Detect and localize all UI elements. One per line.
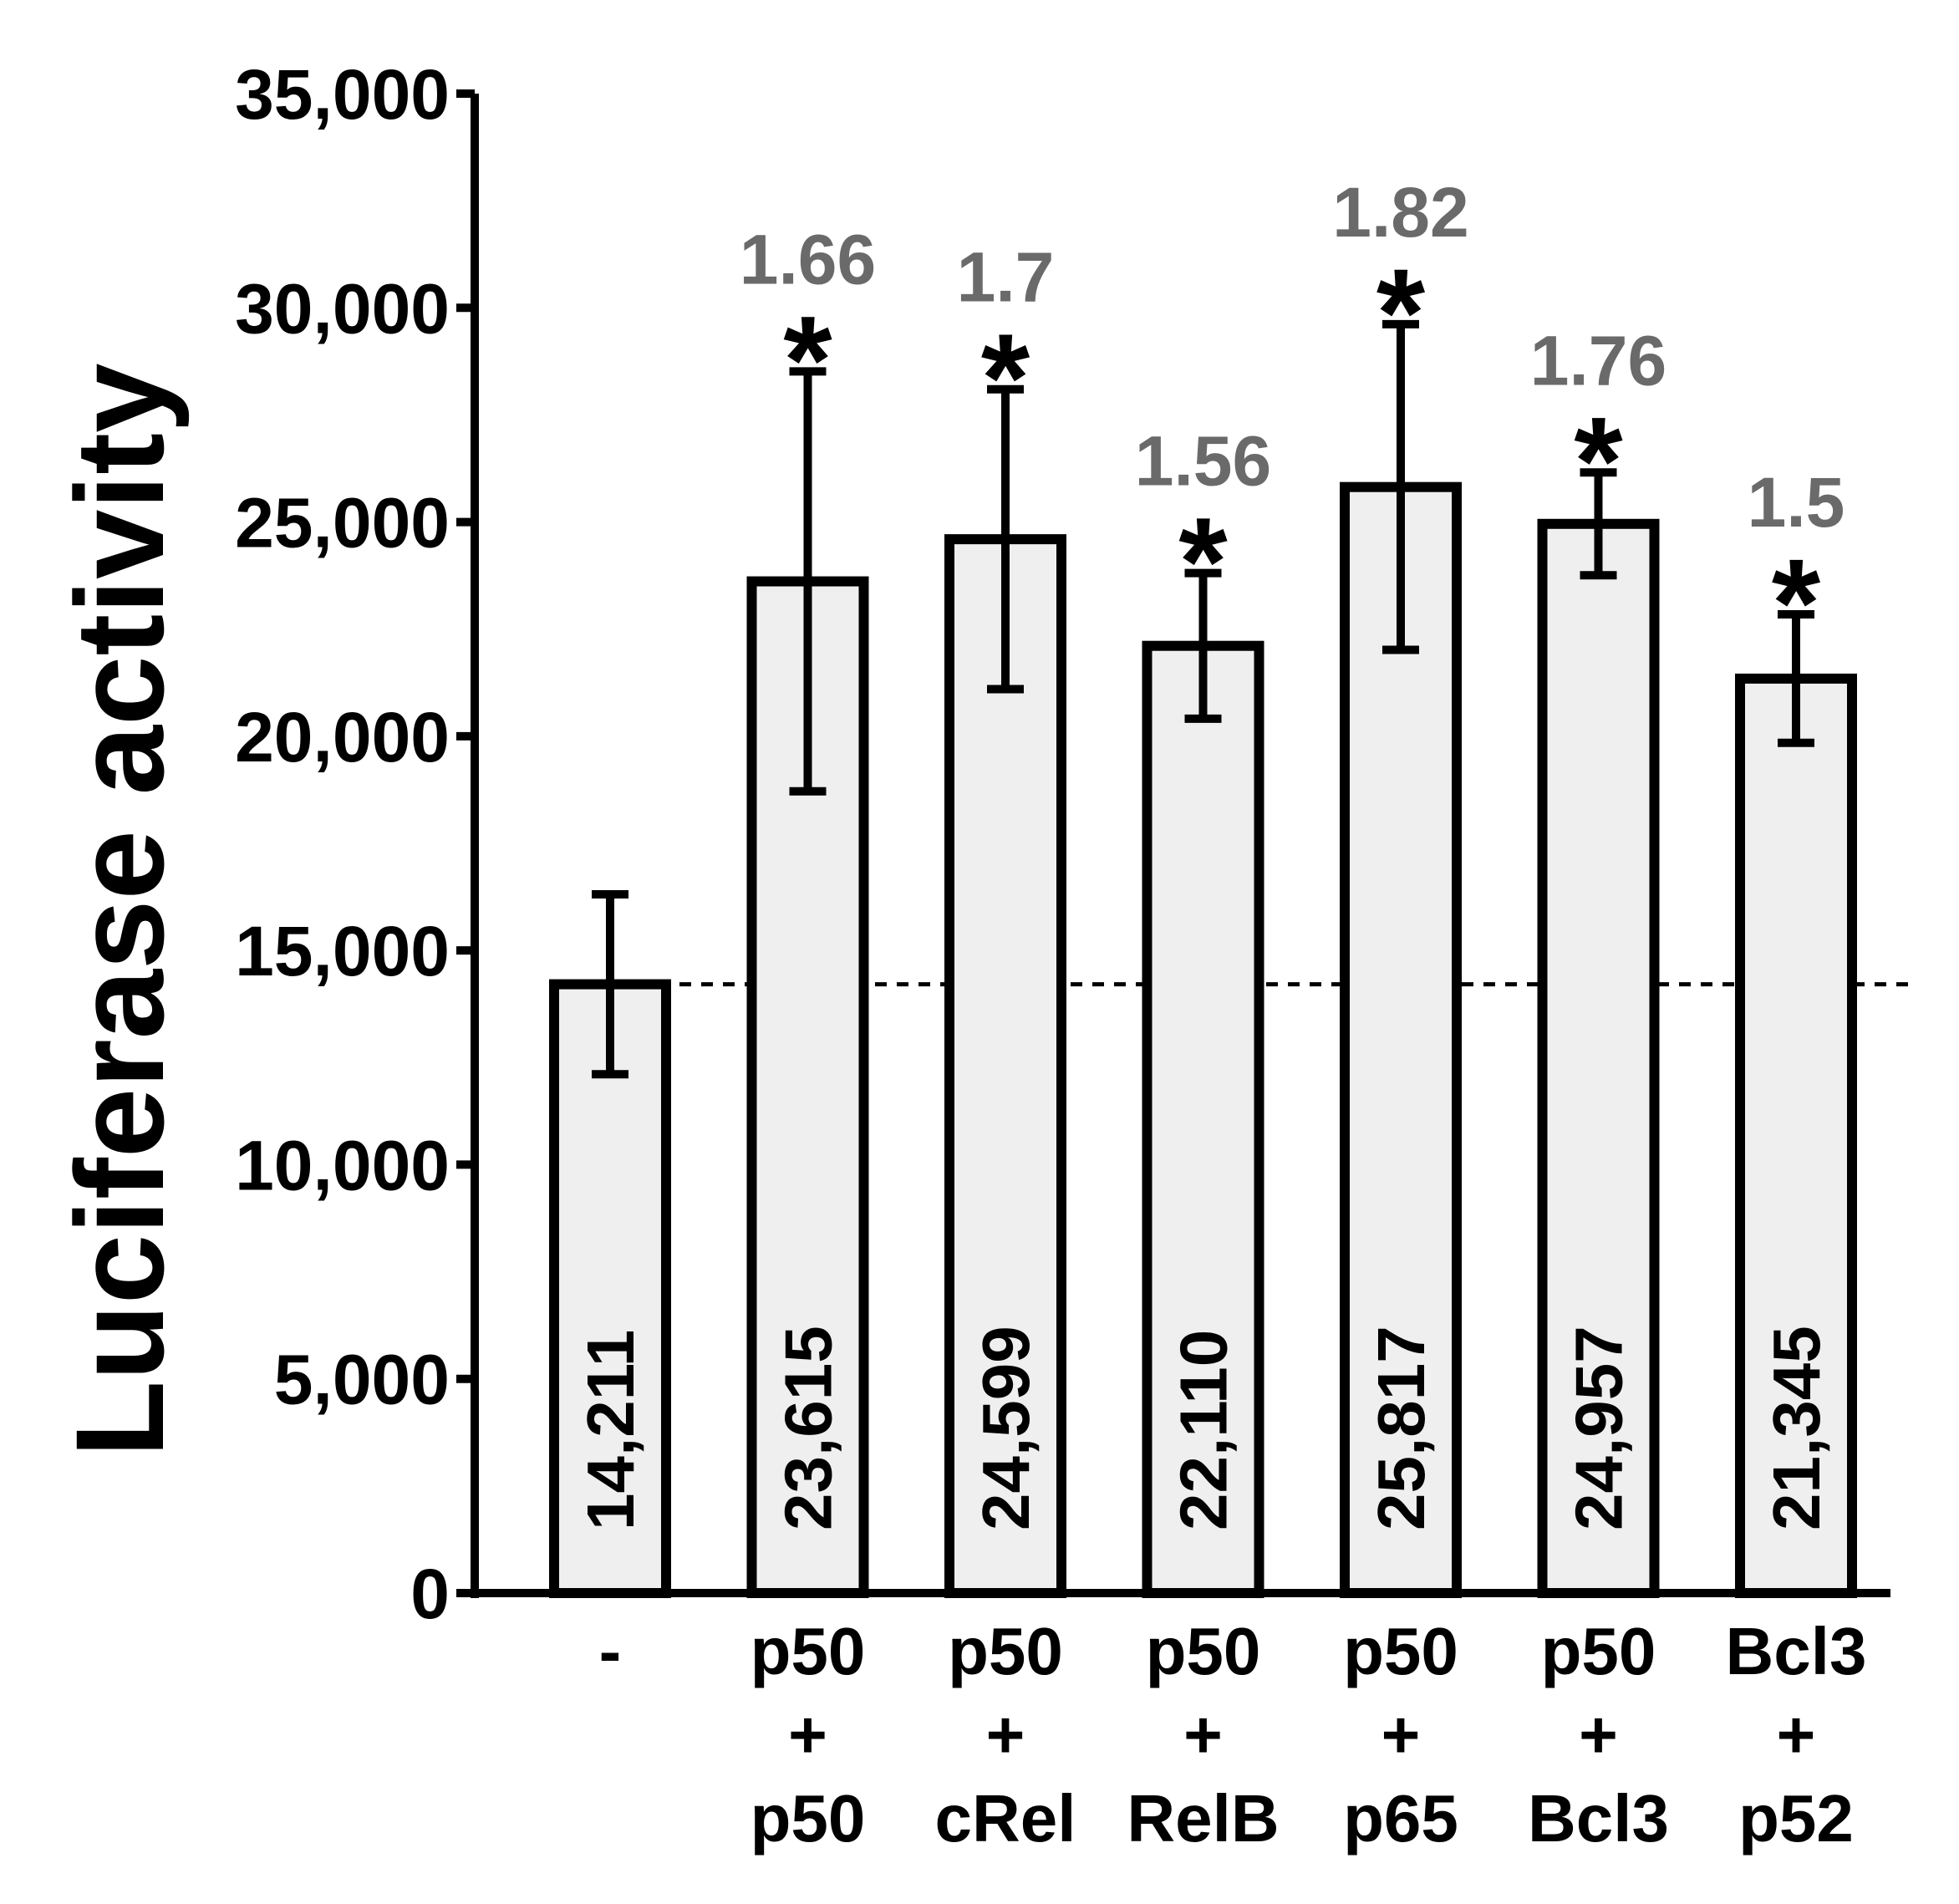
y-tick-label: 0 xyxy=(410,1555,450,1633)
x-category-label: Bcl3 xyxy=(1528,1781,1669,1856)
y-tick-label: 30,000 xyxy=(235,269,450,348)
x-category-label: p50 xyxy=(948,1614,1063,1688)
bar-value-label: 22,110 xyxy=(1167,1330,1241,1530)
significance-marker: * xyxy=(981,308,1030,448)
fold-change-label: 1.7 xyxy=(957,238,1055,317)
bar-value-label: 24,957 xyxy=(1562,1326,1636,1530)
y-tick-label: 10,000 xyxy=(235,1126,450,1204)
bar-value-label: 24,599 xyxy=(969,1326,1043,1530)
x-category-label: + xyxy=(986,1698,1025,1772)
y-axis-title-group: Luciferase activity xyxy=(49,364,190,1458)
significance-marker: * xyxy=(1376,242,1426,383)
x-category-label: RelB xyxy=(1127,1781,1279,1856)
x-category-label: + xyxy=(788,1698,827,1772)
y-tick-label: 20,000 xyxy=(235,698,450,776)
x-category-label: p65 xyxy=(1343,1781,1458,1856)
x-category-label: - xyxy=(599,1614,622,1688)
x-axis: - p50 + p50 p50 + cRel p50 + RelB p50 + p65 p50 + Bcl3 B… xyxy=(471,1589,1890,1856)
y-axis: 0 5,000 10,000 15,000 20,000 25,000 30,000 35,0… xyxy=(235,55,479,1633)
x-category-label: p50 xyxy=(1146,1614,1261,1688)
y-tick-label: 5,000 xyxy=(274,1341,450,1419)
bars: 14,211 23,615*1.6624,599*1.722,110*1.5625… xyxy=(549,173,1857,1599)
x-category-label: + xyxy=(1579,1698,1618,1772)
significance-marker: * xyxy=(783,289,832,430)
x-category-label: p50 xyxy=(1541,1614,1656,1688)
bar-group: 24,599 *1.7 xyxy=(944,238,1066,1599)
x-category-label: p50 xyxy=(751,1781,866,1856)
bar-value-label: 25,817 xyxy=(1364,1326,1438,1530)
significance-marker: * xyxy=(1574,390,1623,531)
y-tick-label: 35,000 xyxy=(235,55,450,134)
x-category-label: p52 xyxy=(1738,1781,1854,1856)
bar-group: 14,211 xyxy=(549,889,671,1598)
bar-value-label: 14,211 xyxy=(573,1330,648,1530)
bar-group: 21,345 *1.5 xyxy=(1735,463,1857,1598)
bar xyxy=(1142,640,1264,1598)
x-category-label: + xyxy=(1777,1698,1816,1772)
fold-change-label: 1.5 xyxy=(1748,463,1845,542)
x-category-label: cRel xyxy=(935,1781,1076,1856)
x-category-label: + xyxy=(1183,1698,1223,1772)
bar-group: 24,957 *1.76 xyxy=(1530,321,1667,1598)
significance-marker: * xyxy=(1772,532,1821,673)
x-category-label: Bcl3 xyxy=(1726,1614,1867,1688)
x-category-label: p50 xyxy=(1343,1614,1458,1688)
fold-change-label: 1.82 xyxy=(1332,173,1469,252)
x-category-label: + xyxy=(1381,1698,1421,1772)
bar-value-label: 21,345 xyxy=(1759,1326,1834,1530)
y-tick-label: 15,000 xyxy=(235,912,450,990)
y-axis-title: Luciferase activity xyxy=(49,364,190,1458)
bar-value-label: 23,615 xyxy=(771,1326,846,1530)
bar-group: 22,110 *1.56 xyxy=(1135,422,1272,1598)
y-tick-label: 25,000 xyxy=(235,484,450,563)
fold-change-label: 1.66 xyxy=(740,220,877,298)
significance-marker: * xyxy=(1178,491,1228,632)
bar xyxy=(1340,481,1462,1598)
x-category-label: p50 xyxy=(751,1614,866,1688)
bar-group: 23,615 *1.66 xyxy=(740,220,877,1598)
fold-change-label: 1.76 xyxy=(1530,321,1667,400)
fold-change-label: 1.56 xyxy=(1135,422,1272,501)
bar-group: 25,817 *1.82 xyxy=(1332,173,1469,1598)
